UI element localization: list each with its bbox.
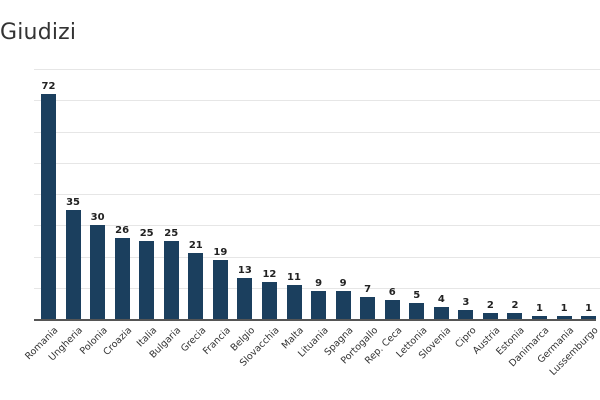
bar-spagna: [335, 290, 351, 319]
bar-croazia: [114, 237, 130, 319]
gridline: [34, 69, 600, 70]
data-label: 2: [511, 299, 519, 311]
data-label: 2: [486, 299, 494, 311]
gridline: [34, 257, 600, 258]
data-label: 30: [90, 212, 105, 224]
bar-lettonia: [409, 303, 425, 319]
gridline: [34, 225, 600, 226]
bar-danimarca: [532, 315, 547, 319]
bar-belgio: [237, 278, 253, 319]
bar-grecia: [188, 253, 204, 319]
data-label: 7: [364, 284, 372, 296]
bar-rep-ceca: [384, 300, 400, 319]
bar-polonia: [90, 225, 106, 319]
bar-malta: [286, 284, 302, 319]
data-label: 5: [413, 290, 421, 302]
bar-lussemburgo: [581, 315, 597, 319]
data-label: 4: [437, 293, 445, 305]
data-label: 1: [585, 302, 593, 314]
chart-title: Giudizi: [0, 20, 77, 45]
bar-austria: [482, 312, 498, 319]
data-label: 19: [213, 246, 228, 258]
data-label: 35: [66, 196, 80, 208]
gridline: [34, 194, 600, 195]
gridline: [34, 100, 600, 101]
data-label: 13: [237, 265, 252, 277]
data-label: 11: [287, 271, 301, 283]
bar-portogallo: [360, 297, 376, 319]
data-label: 1: [536, 302, 543, 314]
bar-germania: [556, 315, 572, 319]
data-label: 3: [462, 296, 470, 308]
gridline: [34, 288, 600, 289]
bar-slovenia: [433, 306, 449, 319]
bar-cipro: [458, 309, 474, 319]
data-label: 9: [315, 277, 323, 289]
data-label: 26: [115, 224, 130, 236]
x-axis-line: [34, 319, 596, 321]
bar-lituania: [311, 290, 327, 319]
bar-romania: [41, 94, 56, 319]
data-label: 9: [339, 277, 347, 289]
bar-estonia: [507, 312, 523, 319]
bar-ungheria: [65, 209, 81, 319]
bar-italia: [139, 240, 155, 319]
data-label: 72: [41, 81, 56, 92]
data-label: 6: [388, 287, 396, 299]
bar-francia: [212, 259, 228, 319]
bar-bulgaria: [163, 240, 179, 319]
data-label: 25: [139, 227, 154, 239]
data-label: 12: [262, 268, 277, 280]
gridline: [34, 132, 600, 133]
data-label: 25: [164, 227, 179, 239]
gridline: [34, 163, 600, 164]
data-label: 1: [560, 302, 568, 314]
bar-slovacchia: [261, 281, 277, 319]
data-label: 21: [188, 240, 203, 252]
